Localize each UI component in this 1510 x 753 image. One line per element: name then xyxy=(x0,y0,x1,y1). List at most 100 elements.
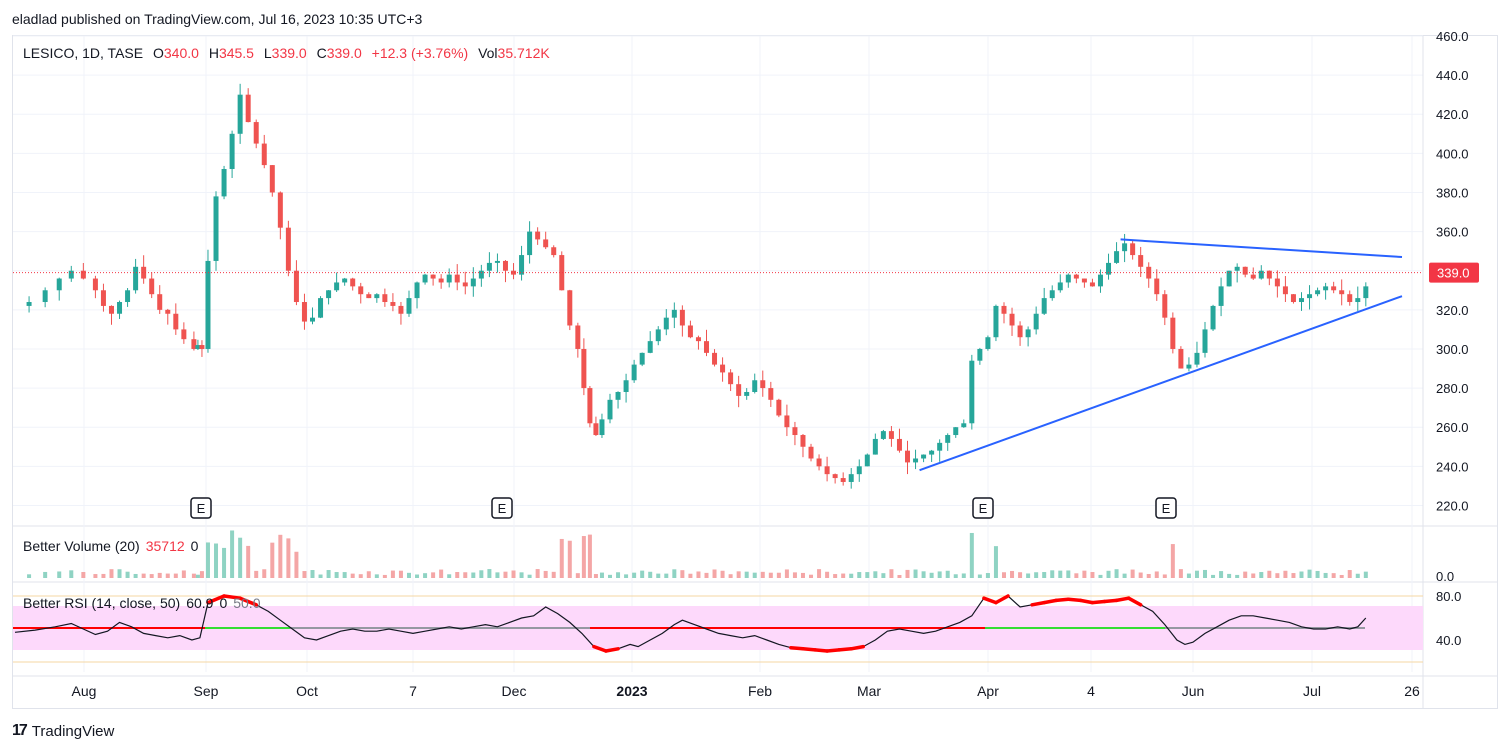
x-tick-label: 2023 xyxy=(616,683,647,699)
candle-body xyxy=(1146,266,1152,279)
volume-bar xyxy=(897,574,902,578)
volume-bar xyxy=(889,569,894,578)
candle-body xyxy=(864,454,870,467)
candle-body xyxy=(326,290,332,299)
candle-body xyxy=(422,274,428,283)
volume-bar xyxy=(1162,574,1167,578)
candle-body xyxy=(1122,243,1128,252)
volume-bar xyxy=(632,572,637,578)
volume-bar xyxy=(593,574,598,578)
candle-body xyxy=(56,278,62,291)
candle-body xyxy=(752,380,758,392)
volume-bar xyxy=(1098,574,1103,578)
candle-body xyxy=(519,255,525,275)
volume-bar xyxy=(398,570,403,578)
candle-body xyxy=(221,169,227,197)
volume-bar xyxy=(817,569,822,578)
candle-body xyxy=(125,290,131,303)
volume-bar xyxy=(165,573,170,578)
volume-bar xyxy=(937,571,942,578)
volume-bar xyxy=(1299,571,1304,578)
candle-body xyxy=(593,423,599,436)
volume-bar xyxy=(1251,573,1256,578)
volume-bar xyxy=(390,570,395,578)
volume-bar xyxy=(656,573,661,578)
rsi-extreme-segment xyxy=(789,645,805,651)
y-tick-label: 260.0 xyxy=(1436,420,1469,435)
volume-bar xyxy=(664,573,669,578)
candle-body xyxy=(953,427,959,436)
last-price-badge xyxy=(1429,262,1479,283)
close-label: C xyxy=(316,45,327,61)
volume-bar xyxy=(1034,572,1039,578)
volume-bar xyxy=(191,573,196,578)
earnings-marker-label: E xyxy=(498,501,507,516)
volume-bar xyxy=(487,569,492,578)
volume-value: 35712 xyxy=(145,538,185,554)
candle-body xyxy=(800,435,806,447)
volume-bar xyxy=(945,570,950,578)
volume-bar xyxy=(784,569,789,578)
candle-body xyxy=(446,274,452,283)
candle-body xyxy=(1041,298,1047,314)
volume-bar xyxy=(1010,570,1015,578)
candle-body xyxy=(195,345,201,349)
volume-bar xyxy=(985,573,990,578)
earnings-marker-label: E xyxy=(979,501,988,516)
earnings-marker xyxy=(491,497,513,519)
volume-bar xyxy=(1186,573,1191,578)
y-tick-label: 280.0 xyxy=(1436,381,1469,396)
rsi-mid: 50.0 xyxy=(233,595,261,611)
volume-bar xyxy=(81,572,86,578)
volume-bar xyxy=(881,573,886,578)
volume-bar xyxy=(712,569,717,578)
candle-body xyxy=(430,274,436,279)
candle-body xyxy=(1250,274,1256,279)
volume-bar xyxy=(519,572,524,578)
candle-body xyxy=(1001,305,1007,314)
candle-body xyxy=(985,337,991,349)
volume-bar xyxy=(865,572,870,578)
candle-body xyxy=(310,317,316,322)
candle-body xyxy=(816,458,822,467)
volume-bar xyxy=(587,534,592,578)
candle-body xyxy=(229,133,235,170)
volume-bar xyxy=(230,530,235,578)
candle-body xyxy=(768,388,774,400)
candle-body xyxy=(1242,266,1248,275)
candle-body xyxy=(245,94,251,123)
lower-trendline xyxy=(919,295,1403,472)
candle-body xyxy=(671,309,677,318)
candle-body xyxy=(961,423,967,428)
volume-bar xyxy=(567,540,572,578)
y-tick-label: 460.0 xyxy=(1436,29,1469,44)
candle-body xyxy=(173,313,179,330)
volume-bar xyxy=(672,569,677,578)
candle-body xyxy=(1282,286,1288,295)
x-tick-label: Feb xyxy=(748,683,772,699)
candle-body xyxy=(567,290,573,326)
rsi-extreme-segment xyxy=(604,647,620,653)
rsi-extreme-segment xyxy=(849,644,866,651)
volume-bar xyxy=(1267,570,1272,578)
volume-bar xyxy=(495,572,500,578)
candle-body xyxy=(68,270,74,279)
candle-body xyxy=(848,474,854,482)
volume-bar xyxy=(581,536,586,578)
volume-bar xyxy=(993,546,998,578)
volume-bar xyxy=(415,574,420,578)
y-tick-label: 220.0 xyxy=(1436,498,1469,513)
volume-bar xyxy=(471,572,476,578)
rsi-extreme-segment xyxy=(222,594,242,600)
high-value: 345.5 xyxy=(218,45,254,61)
footer-brand[interactable]: 17 TradingView xyxy=(12,722,114,740)
earnings-marker-label: E xyxy=(197,501,206,516)
volume-bar xyxy=(841,573,846,578)
candle-body xyxy=(1089,282,1095,287)
volume-bar xyxy=(688,573,693,578)
candle-body xyxy=(712,352,718,365)
candle-body xyxy=(1170,317,1176,349)
volume-bar xyxy=(744,571,749,578)
candle-body xyxy=(1017,325,1023,338)
